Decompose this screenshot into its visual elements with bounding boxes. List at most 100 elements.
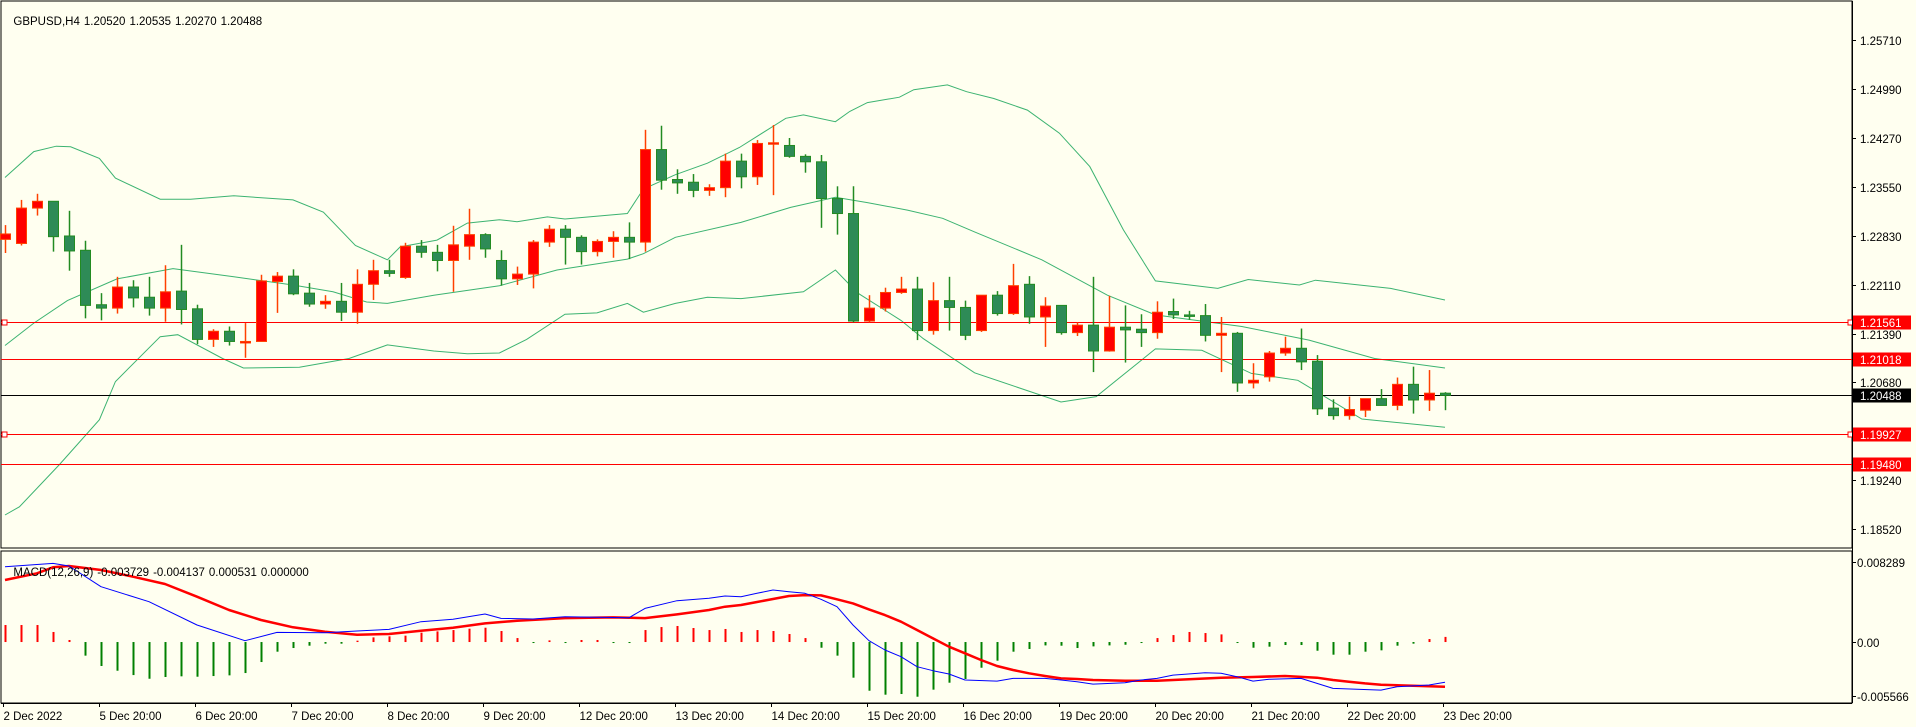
bear-candle <box>624 222 635 260</box>
bear-candle <box>1312 355 1323 415</box>
candle-body <box>416 245 427 253</box>
bull-candle <box>640 129 651 252</box>
candle-body <box>864 307 875 322</box>
macd-histogram-bar-positive <box>676 625 679 643</box>
macd-histogram-bar-negative <box>1284 642 1287 646</box>
price-pane[interactable] <box>0 0 1854 549</box>
macd-histogram-bar-positive <box>420 632 423 643</box>
candle-body <box>320 300 331 305</box>
bear-candle <box>80 240 91 319</box>
macd-histogram-bar-negative <box>1028 642 1031 649</box>
candle-body <box>1168 311 1179 316</box>
candle-body <box>736 160 747 178</box>
candle-body <box>1360 398 1371 411</box>
bid-price-tag: 1.20488 <box>1853 388 1911 403</box>
macd-histogram-bar-positive <box>724 628 727 643</box>
macd-histogram-bar-positive <box>484 627 487 643</box>
macd-histogram-bar-negative <box>564 642 567 644</box>
bull-candle <box>720 153 731 198</box>
bull-candle <box>16 199 27 246</box>
candle-body <box>192 308 203 340</box>
low-price: 1.20270 <box>175 16 217 28</box>
macd-histogram-bar-positive <box>1188 631 1191 643</box>
bear-candle <box>432 244 443 272</box>
macd-axis-label: 0.00 <box>1857 638 1879 650</box>
macd-histogram-bar-negative <box>1108 642 1111 646</box>
bear-candle <box>288 269 299 296</box>
candle-body <box>624 236 635 243</box>
bear-candle <box>832 186 843 235</box>
candle-body <box>1376 398 1387 406</box>
bear-candle <box>1200 304 1211 342</box>
bear-candle <box>1328 399 1339 420</box>
candle-body <box>288 275 299 295</box>
candle-body <box>1440 392 1451 396</box>
macd-histogram-bar-positive <box>1220 634 1223 643</box>
time-axis-label: 23 Dec 20:00 <box>1444 711 1512 723</box>
time-axis-label: 12 Dec 20:00 <box>580 711 648 723</box>
candle-body <box>512 273 523 280</box>
macd-histogram-bar-positive <box>20 625 23 643</box>
candle-body <box>704 187 715 191</box>
candle-body <box>1200 315 1211 336</box>
candle-body <box>496 259 507 280</box>
bull-candle <box>768 125 779 196</box>
bull-candle <box>544 225 555 247</box>
bear-candle <box>560 225 571 265</box>
bear-candle <box>1184 310 1195 320</box>
bull-candle <box>880 287 891 312</box>
bull-candle <box>1264 350 1275 382</box>
bear-candle <box>848 186 859 323</box>
candle-body <box>592 240 603 253</box>
bear-candle <box>480 233 491 258</box>
bull-candle <box>1424 370 1435 411</box>
bull-candle <box>752 140 763 185</box>
macd-histogram-bar-negative <box>852 642 855 678</box>
macd-histogram-bar-negative <box>884 642 887 695</box>
high-price: 1.20535 <box>129 16 172 28</box>
macd-histogram-bar-positive <box>436 631 439 643</box>
macd-histogram-bar-positive <box>1204 633 1207 643</box>
chart-header: GBPUSD,H4 1.20520 1.20535 1.20270 1.20488 <box>7 4 266 28</box>
time-axis-label: 9 Dec 20:00 <box>484 711 546 723</box>
price-tag-background <box>1853 427 1911 442</box>
candle-body <box>1248 379 1259 384</box>
candle-body <box>848 213 859 322</box>
candle-body <box>976 294 987 332</box>
macd-histogram-bar-negative <box>228 642 231 676</box>
macd-histogram-bar-negative <box>324 642 327 644</box>
macd-histogram-bar-positive <box>772 631 775 643</box>
price-axis-label: 1.24990 <box>1860 85 1902 97</box>
macd-histogram-bar-negative <box>244 642 247 674</box>
macd-histogram-bar-negative <box>916 642 919 697</box>
bear-candle <box>672 169 683 194</box>
macd-histogram-bar-negative <box>276 642 279 652</box>
candle-body <box>992 294 1003 315</box>
macd-histogram-bar-positive <box>36 625 39 643</box>
candle-body <box>1328 407 1339 417</box>
bear-candle <box>96 293 107 321</box>
candle-body <box>112 286 123 309</box>
bull-candle <box>896 276 907 294</box>
price-axis-label: 1.24270 <box>1860 134 1902 146</box>
bull-candle <box>512 266 523 285</box>
bull-candle <box>1104 295 1115 352</box>
candle-body <box>256 280 267 342</box>
bear-candle <box>416 240 427 258</box>
macd-histogram-bar-negative <box>1076 642 1079 649</box>
macd-histogram-bar-negative <box>308 642 311 646</box>
bull-candle <box>400 242 411 279</box>
macd-value-signal: -0.004137 <box>153 567 205 579</box>
candle-body <box>160 291 171 309</box>
candle-body <box>80 249 91 306</box>
candle-body <box>400 245 411 278</box>
macd-histogram-bar-positive <box>788 634 791 643</box>
candle-body <box>672 178 683 184</box>
candle-body <box>816 161 827 200</box>
candle-body <box>368 270 379 285</box>
macd-histogram-bar-positive <box>756 630 759 643</box>
price-tag-label: 1.19927 <box>1860 430 1902 442</box>
